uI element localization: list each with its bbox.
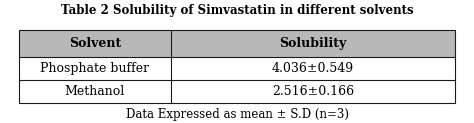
- Bar: [19, 30, 455, 103]
- Text: 2.516±0.166: 2.516±0.166: [272, 85, 354, 98]
- Text: Solvent: Solvent: [69, 37, 121, 50]
- Text: Table 2 Solubility of Simvastatin in different solvents: Table 2 Solubility of Simvastatin in dif…: [61, 4, 413, 17]
- Bar: [19, 30, 455, 57]
- Text: Solubility: Solubility: [279, 37, 346, 50]
- Text: 4.036±0.549: 4.036±0.549: [272, 62, 354, 75]
- Text: Phosphate buffer: Phosphate buffer: [40, 62, 149, 75]
- Text: Data Expressed as mean ± S.D (n=3): Data Expressed as mean ± S.D (n=3): [126, 108, 348, 121]
- Text: Methanol: Methanol: [64, 85, 125, 98]
